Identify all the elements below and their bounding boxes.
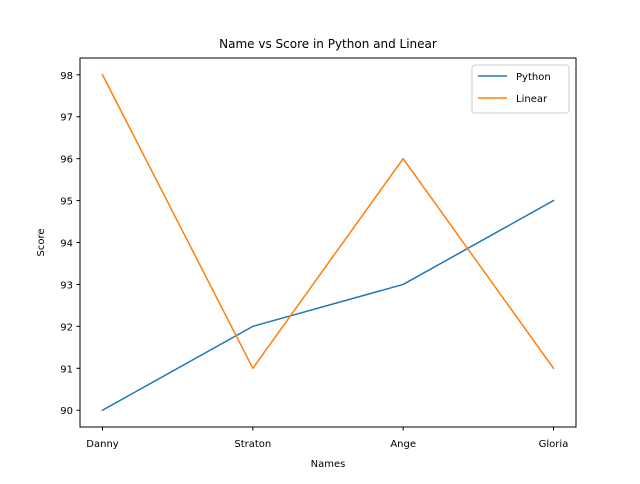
plot-area-frame	[79, 57, 577, 428]
y-tick-label: 94	[60, 239, 73, 250]
y-tick-label: 98	[60, 71, 73, 82]
series-layer	[101, 73, 555, 412]
x-tick-label: Gloria	[539, 439, 569, 450]
y-tick-label: 96	[60, 155, 73, 166]
chart-title: Name vs Score in Python and Linear	[219, 37, 437, 51]
legend-label-python: Python	[516, 72, 551, 83]
series-line-python	[101, 199, 555, 412]
x-axis-ticks: Danny Straton Ange Gloria	[86, 427, 568, 450]
legend-box	[471, 64, 570, 114]
x-tick-label: Ange	[390, 439, 416, 450]
legend: Python Linear	[471, 64, 570, 114]
y-tick-label: 97	[60, 113, 73, 124]
y-tick-label: 91	[60, 364, 73, 375]
y-tick-label: 93	[60, 280, 73, 291]
y-axis-ticks: 90 91 92 93 94 95 96 97 98	[60, 71, 80, 417]
x-axis-label: Names	[311, 459, 346, 470]
series-line-linear	[101, 73, 555, 370]
y-tick-label: 92	[60, 322, 73, 333]
legend-label-linear: Linear	[516, 94, 548, 105]
y-axis-label: Score	[36, 228, 47, 256]
x-tick-label: Straton	[234, 439, 271, 450]
y-tick-label: 90	[60, 406, 73, 417]
x-tick-label: Danny	[86, 439, 119, 450]
y-tick-label: 95	[60, 197, 73, 208]
